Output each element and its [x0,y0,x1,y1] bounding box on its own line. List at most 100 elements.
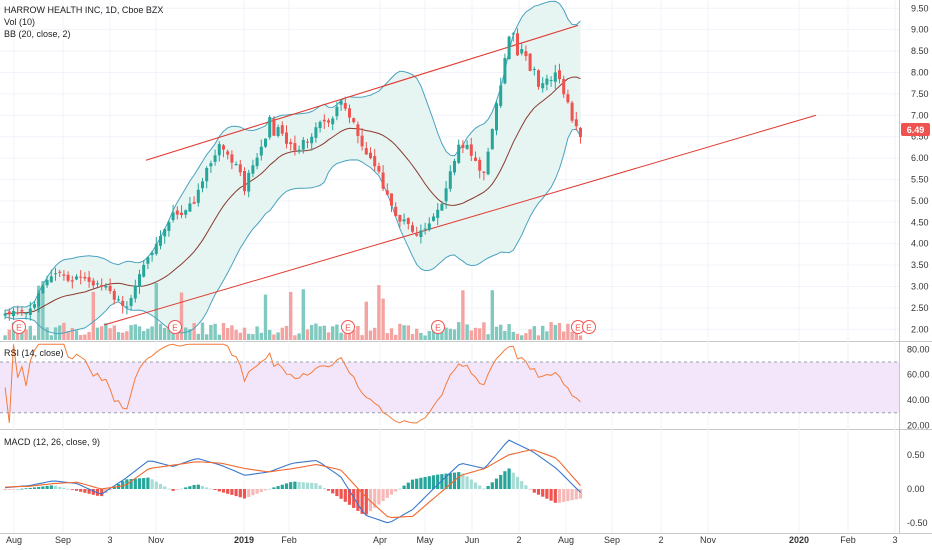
volume-bar [415,328,419,340]
macd-histogram-bar [163,486,167,490]
volume-bar [520,335,524,340]
macd-histogram-bar [415,478,419,490]
earnings-marker-label: E [16,323,22,333]
macd-histogram-bar [490,482,494,490]
candle-body [482,171,486,173]
macd-histogram-bar [259,489,263,492]
volume-bar [381,298,385,340]
earnings-marker[interactable]: E [582,320,596,334]
volume-bar [100,326,104,340]
candle-body [499,85,503,106]
candle-body [167,222,171,231]
macd-histogram-bar [226,489,230,494]
volume-bar [79,335,83,340]
volume-bar [49,335,53,340]
candle-body [251,165,255,174]
time-axis-tick: Aug [558,535,574,545]
price-axis-tick: 8.00 [911,67,929,77]
macd-histogram-bar [32,487,37,489]
earnings-marker[interactable]: E [341,320,355,334]
macd-histogram-bar [352,489,356,508]
rsi-axis-tick: 80.00 [907,344,930,354]
macd-histogram-bar [356,489,360,511]
volume-bar [398,323,402,340]
candle-body [398,215,402,222]
candle-body [41,285,45,294]
macd-histogram-bar [150,479,154,489]
volume-bar [284,325,289,340]
time-axis-tick: Feb [840,535,856,545]
macd-histogram-bar [146,477,150,489]
volume-bar [343,333,347,340]
candle-body [352,118,356,123]
time-axis-tick: Aug [6,535,22,545]
earnings-marker[interactable]: E [12,320,26,334]
volume-bar [272,334,276,340]
candle-body [150,252,154,256]
candle-body [356,124,360,136]
earnings-marker[interactable]: E [431,320,445,334]
candle-body [385,190,389,195]
volume-bar [465,324,469,340]
macd-axis-tick: 0.50 [907,450,925,460]
candle-body [226,151,230,155]
lower-trend-line[interactable] [103,114,817,326]
candle-body [188,203,192,212]
earnings-marker[interactable]: E [571,320,585,334]
volume-bar [457,322,461,340]
candle-body [112,291,116,300]
candle-body [33,304,36,308]
macd-axis-tick: -0.50 [907,518,928,528]
macd-histogram-bar [238,489,242,498]
candle-body [201,181,204,189]
earnings-marker-circle[interactable] [431,320,445,334]
candle-body [553,72,557,82]
volume-bar [326,332,331,340]
candle-body [507,36,511,60]
volume-bar [142,331,146,340]
candle-body [24,313,28,315]
candle-body [7,311,11,315]
macd-histogram-bar [457,472,461,490]
upper-trend-line[interactable] [145,24,579,161]
macd-histogram-bar [553,489,557,503]
macd-histogram-bar [137,478,142,489]
volume-bar [331,326,335,340]
earnings-marker-label: E [435,323,441,333]
macd-histogram-bar [515,476,520,489]
earnings-marker-circle[interactable] [341,320,355,334]
macd-histogram-bar [188,486,192,489]
macd-signal-line [5,449,581,519]
macd-histogram-bar [158,484,163,489]
macd-histogram-bar [234,489,238,497]
volume-bar [515,333,520,340]
earnings-marker-circle[interactable] [168,320,182,334]
rsi-line [4,343,581,424]
candle-body [537,70,540,87]
last-price-tag-bg [901,123,930,136]
earnings-marker-circle[interactable] [12,320,26,334]
candle-body [490,129,494,150]
macd-histogram-bar [436,474,440,490]
volume-bar [389,328,394,340]
macd-histogram-bar [557,489,562,503]
volume-bar [66,331,70,340]
candle-body [474,157,477,161]
macd-histogram-bar [360,489,364,514]
macd-histogram-bar [179,488,184,490]
macd-histogram-bar [469,479,473,489]
macd-histogram-bar [268,488,272,490]
earnings-marker-circle[interactable] [582,320,596,334]
earnings-marker[interactable]: E [168,320,182,334]
macd-histogram-bar [20,488,24,490]
macd-histogram-bar [520,481,524,489]
candle-body [45,280,49,286]
candle-body [49,276,53,283]
macd-histogram-bar [305,482,310,490]
macd-histogram-bar [108,489,112,491]
macd-histogram-bar [431,475,436,489]
candle-body [37,292,41,307]
macd-histogram-bar [154,481,158,490]
macd-histogram-bar [410,479,415,489]
